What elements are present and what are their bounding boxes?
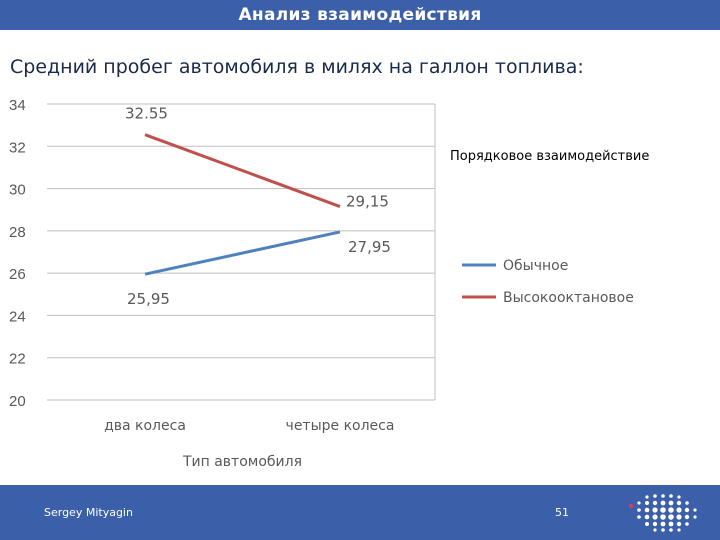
data-label: 25,95 [127,290,170,308]
y-tick-label: 24 [9,308,26,325]
y-tick-label: 32 [9,139,26,156]
chart-panel [47,88,437,469]
slide-title: Анализ взаимодействия [238,5,482,25]
y-tick-label: 28 [9,224,26,241]
title-bar: Анализ взаимодействия [0,0,720,30]
dotted-sphere-logo-icon [629,494,697,532]
data-label: 29,15 [346,193,389,211]
legend-label: Высокооктановое [503,290,634,306]
series-line [144,230,341,276]
page-number: 51 [555,506,569,519]
y-tick-label: 30 [9,182,26,199]
y-tick-label: 20 [9,393,26,410]
y-tick-label: 26 [9,266,26,283]
y-tick-label: 34 [9,97,26,114]
slide-subtitle: Средний пробег автомобиля в милях на гал… [10,56,584,78]
legend-label: Обычное [503,258,568,274]
x-axis-title: Тип автомобиля [182,454,302,470]
data-label: 32.55 [125,105,168,123]
y-tick-label: 22 [9,351,26,368]
chart-annotation: Порядковое взаимодействие [450,149,649,164]
x-tick-label: четыре колеса [286,418,395,434]
footer-bar: Sergey Mityagin 51 [0,485,720,540]
x-tick-label: два колеса [104,418,186,434]
presenter-name: Sergey Mityagin [44,506,133,519]
line-chart: 20 22 24 26 28 30 32 34 два колеса четыре колеса Т… [9,97,649,470]
data-label: 27,95 [348,238,391,256]
series-line [144,133,341,208]
